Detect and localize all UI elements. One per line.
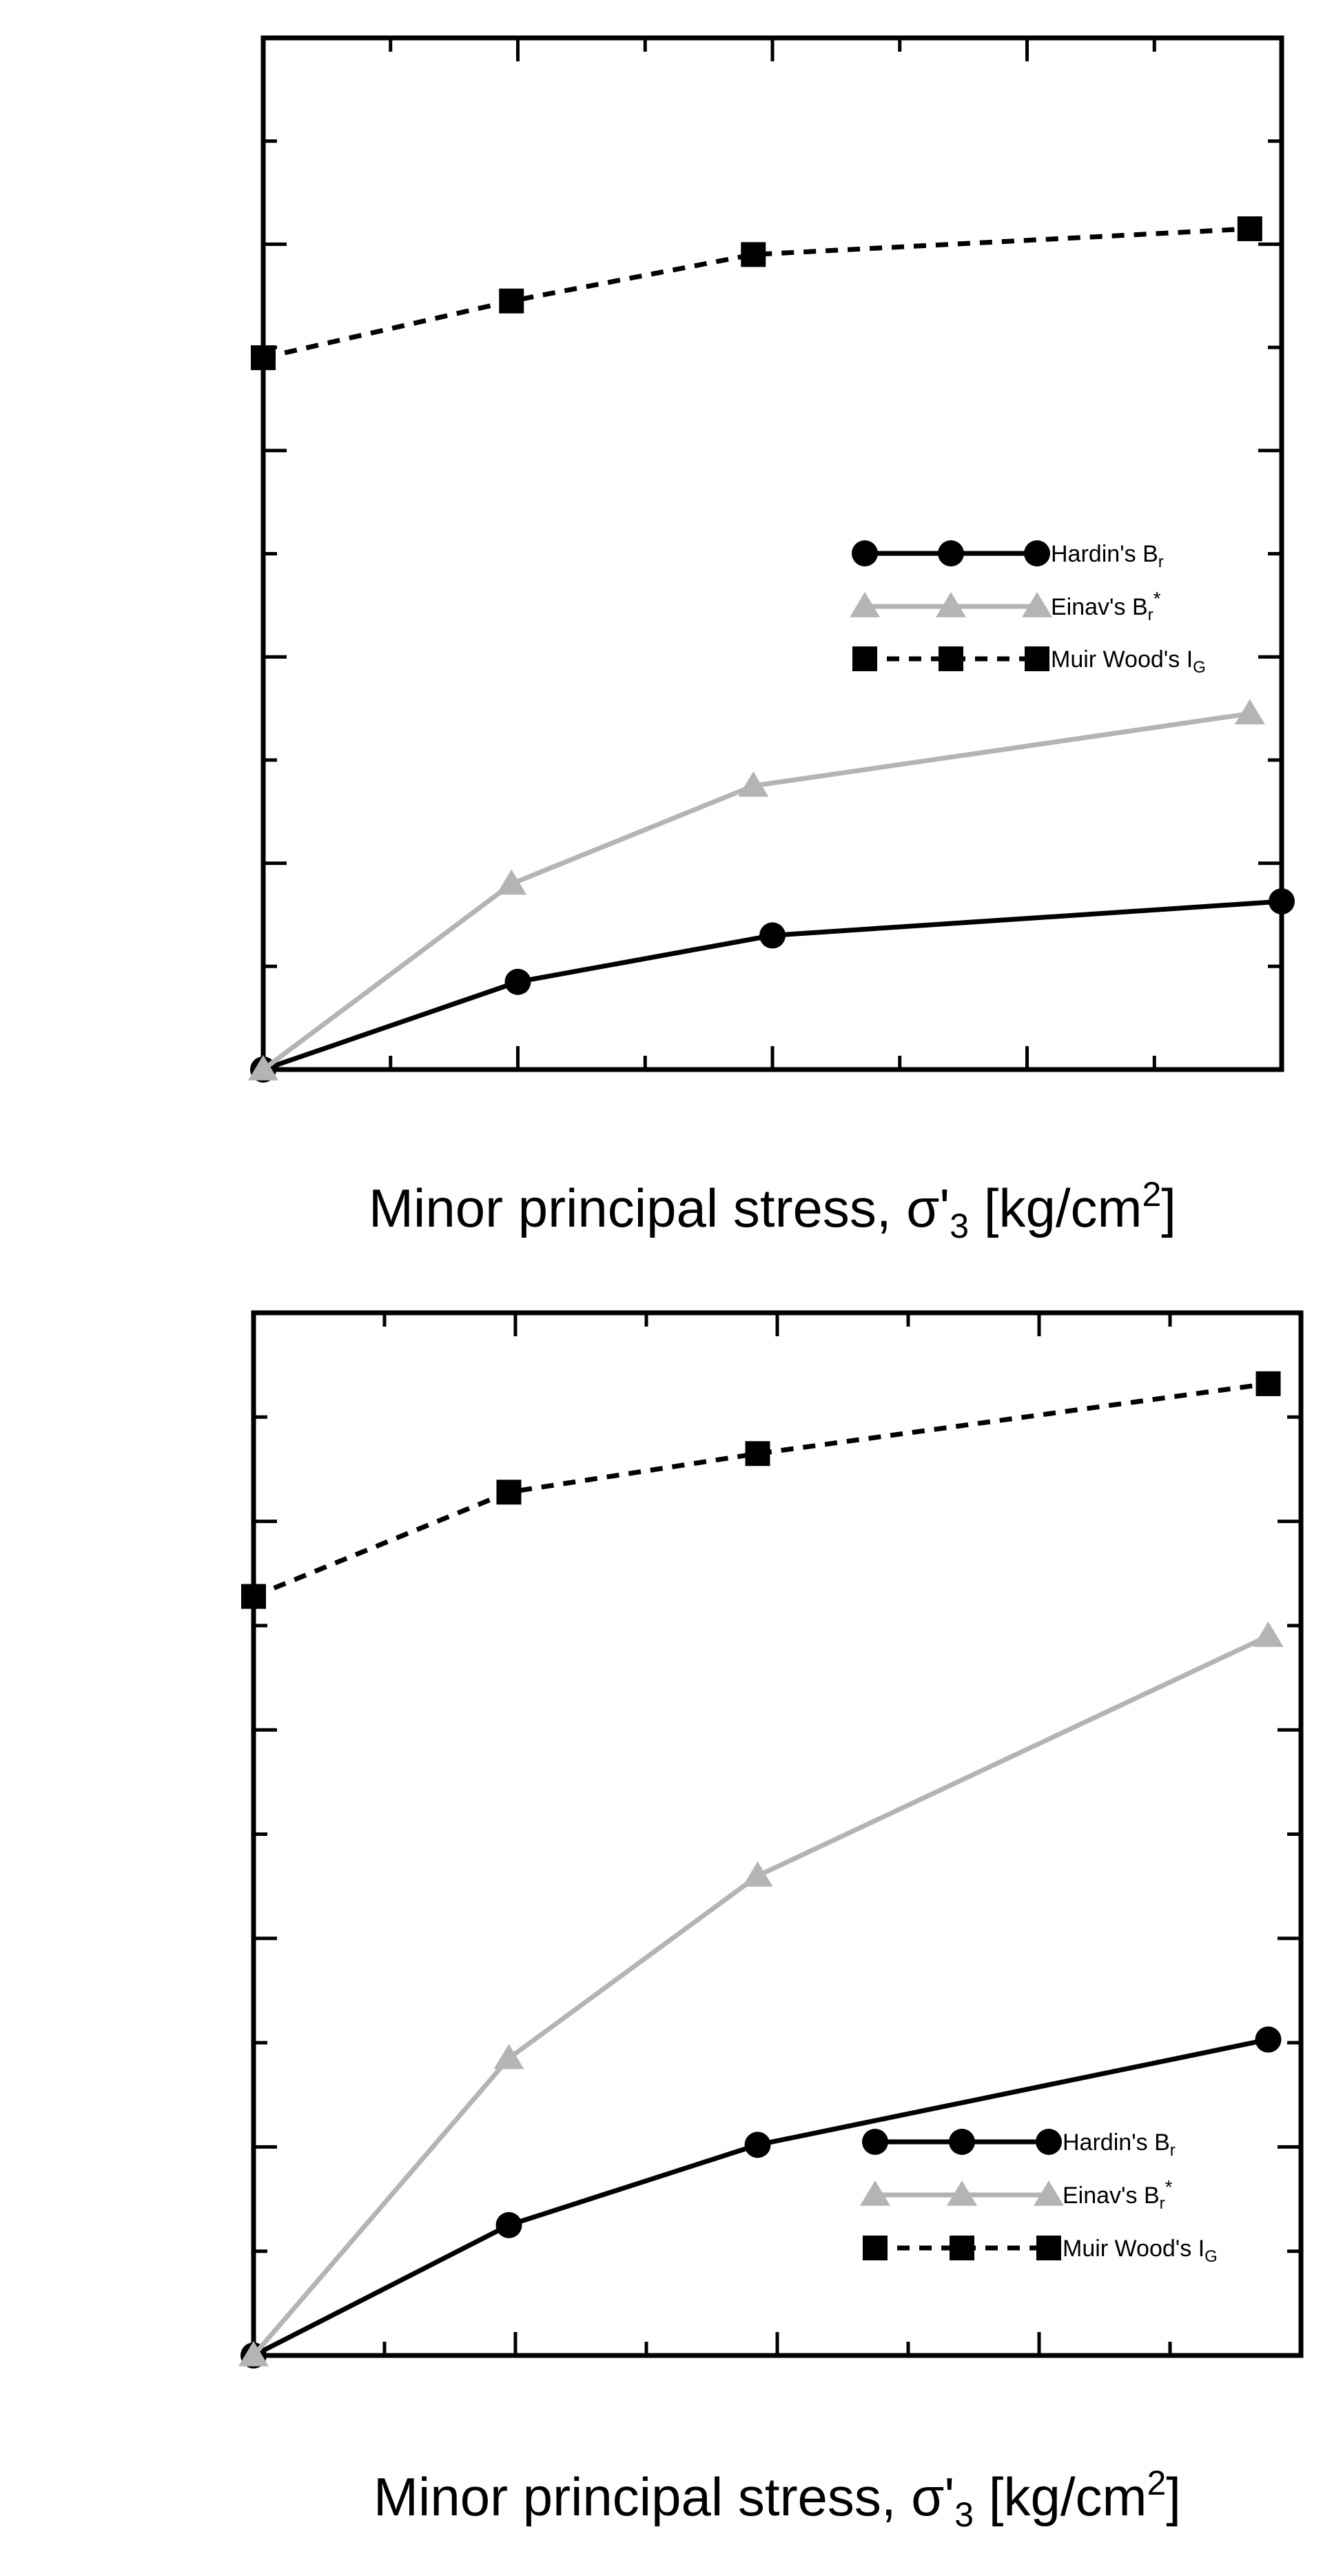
legend-marker: [1024, 540, 1050, 566]
legend-marker: [1025, 646, 1049, 671]
series-line: [252, 1633, 1269, 2358]
data-point: [251, 345, 276, 371]
series-2: [251, 216, 1262, 371]
legend-marker: [938, 540, 964, 566]
legend-label: Muir Wood's IG: [1063, 2236, 1218, 2266]
data-point: [495, 2211, 522, 2238]
legend-entry: Einav's Br*: [859, 2176, 1173, 2213]
series-line: [252, 2037, 1269, 2358]
legend-label: Einav's Br*: [1063, 2176, 1173, 2213]
legend-marker: [949, 2129, 975, 2155]
data-point: [238, 2341, 269, 2367]
data-point: [759, 922, 786, 949]
legend-marker: [1033, 2180, 1065, 2206]
legend-entry: Hardin's Br: [862, 2129, 1176, 2160]
chart-panel-b: Minor principal stress, σ'3 [kg/cm2] Hard…: [238, 1310, 1304, 2534]
legend-marker: [859, 2180, 891, 2206]
series-2: [241, 1371, 1281, 1609]
data-point: [496, 869, 527, 895]
data-point: [742, 1861, 773, 1887]
axis-ticks: [252, 1311, 1303, 2358]
data-point: [1269, 888, 1295, 914]
legend-marker: [946, 2180, 978, 2206]
data-point: [738, 771, 769, 797]
data-point: [741, 242, 766, 267]
data-point: [744, 2132, 771, 2158]
legend-label: Hardin's Br: [1051, 541, 1164, 571]
legend-label: Einav's Br*: [1051, 588, 1161, 624]
legend-marker: [862, 2129, 888, 2155]
data-point: [496, 1480, 522, 1505]
series-1: [247, 699, 1265, 1081]
data-point: [1234, 699, 1265, 725]
x-axis-title: Minor principal stress, σ'3 [kg/cm2]: [373, 2464, 1181, 2534]
legend-entry: Hardin's Br: [852, 540, 1164, 571]
legend-marker: [1036, 2129, 1062, 2155]
series-line: [263, 226, 1250, 360]
legend: Hardin's Br Einav's Br* Muir Wood's IG: [859, 2129, 1218, 2266]
legend: Hardin's Br Einav's Br* Muir Wood's IG: [849, 540, 1206, 677]
legend-label: Hardin's Br: [1063, 2129, 1176, 2160]
legend-label: Muir Wood's IG: [1051, 646, 1206, 677]
data-point: [504, 968, 531, 995]
data-point: [1255, 2026, 1282, 2053]
series-0: [250, 888, 1295, 1083]
legend-marker: [939, 646, 963, 671]
data-point: [241, 1584, 266, 1609]
chart-panel-a: Minor principal stress, σ'3 [kg/cm2] Hard…: [247, 35, 1295, 1245]
axis-ticks: [261, 36, 1284, 1072]
legend-marker: [863, 2236, 888, 2260]
data-point: [1237, 216, 1262, 241]
legend-marker: [1036, 2236, 1061, 2260]
series-line: [252, 1381, 1269, 1599]
legend-marker: [950, 2236, 974, 2260]
legend-marker: [852, 646, 877, 671]
data-point: [1253, 1622, 1284, 1647]
data-point: [1255, 1371, 1281, 1396]
data-point: [499, 288, 524, 314]
legend-marker: [852, 540, 878, 566]
data-point: [493, 2043, 524, 2069]
legend-marker: [1021, 592, 1053, 617]
series-1: [238, 1622, 1284, 2367]
data-point: [745, 1441, 770, 1466]
series-line: [261, 711, 1251, 1072]
series-line: [262, 899, 1282, 1072]
legend-marker: [849, 592, 881, 617]
legend-entry: Einav's Br*: [849, 588, 1161, 624]
legend-entry: Muir Wood's IG: [863, 2236, 1218, 2266]
legend-marker: [935, 592, 967, 617]
legend-entry: Muir Wood's IG: [852, 646, 1206, 677]
x-axis-title: Minor principal stress, σ'3 [kg/cm2]: [369, 1175, 1176, 1245]
data-point: [247, 1055, 279, 1081]
